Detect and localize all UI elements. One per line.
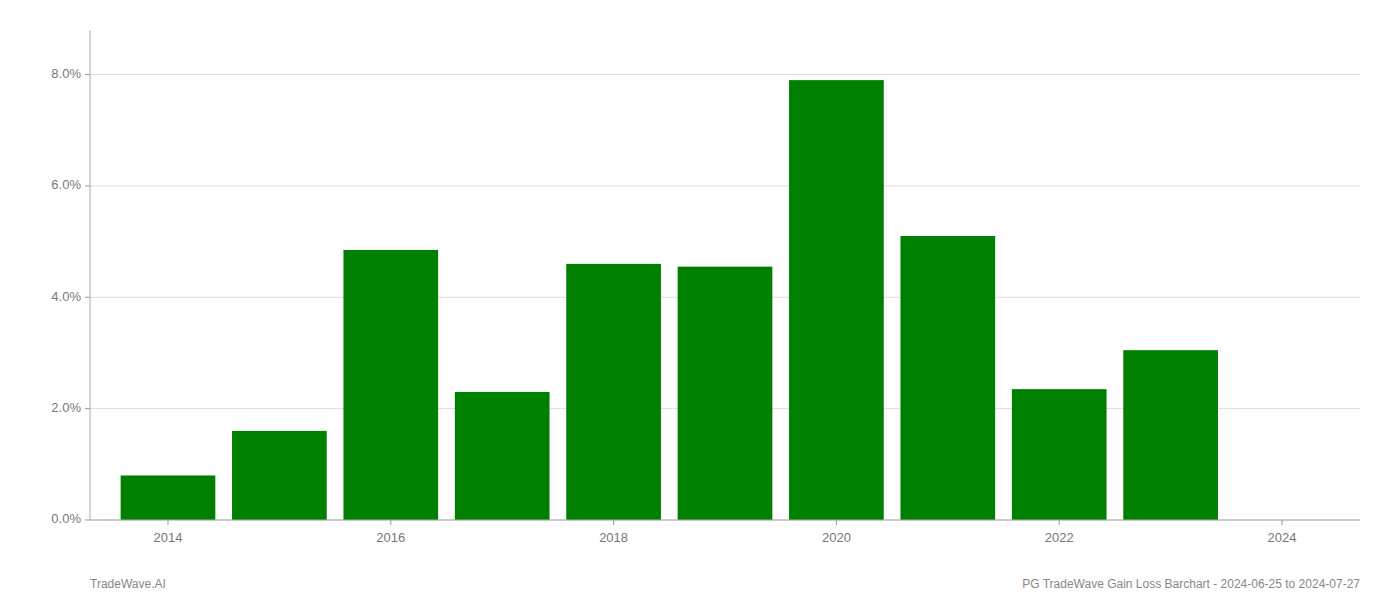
y-tick-label: 2.0% — [51, 400, 81, 415]
x-tick-label: 2014 — [154, 530, 183, 545]
bar — [566, 264, 661, 520]
x-tick-label: 2018 — [599, 530, 628, 545]
annotation: TradeWave.AI — [90, 577, 166, 591]
chart-svg: 0.0% 2.0% 4.0% 6.0% 8.0% 2014 2016 2018 2020 2022… — [0, 0, 1400, 600]
x-tick — [167, 520, 168, 525]
y-tick-label: 0.0% — [51, 511, 81, 526]
y-tick — [85, 408, 90, 409]
y-tick-label: 4.0% — [51, 289, 81, 304]
x-axis-line — [90, 520, 1360, 521]
bar — [232, 431, 327, 520]
bar — [900, 236, 995, 520]
bar — [455, 392, 550, 520]
grid-line — [90, 185, 1360, 186]
y-axis: 0.0% 2.0% 4.0% 6.0% 8.0% — [51, 66, 90, 526]
x-tick-label: 2020 — [822, 530, 851, 545]
bar — [121, 475, 216, 520]
bar — [678, 267, 773, 520]
grid-line — [90, 520, 1360, 521]
x-tick-label: 2016 — [376, 530, 405, 545]
x-tick — [1059, 520, 1060, 525]
axes — [90, 30, 1360, 520]
chart-container: 0.0% 2.0% 4.0% 6.0% 8.0% 2014 2016 2018 2020 2022… — [0, 0, 1400, 600]
y-axis-line — [90, 30, 91, 520]
y-tick — [85, 74, 90, 75]
x-tick — [390, 520, 391, 525]
x-tick — [613, 520, 614, 525]
bar — [1012, 389, 1107, 520]
bar — [789, 80, 884, 520]
annotation: PG TradeWave Gain Loss Barchart - 2024-0… — [1022, 577, 1360, 591]
bar — [343, 250, 438, 520]
y-tick-label: 8.0% — [51, 66, 81, 81]
x-tick — [1282, 520, 1283, 525]
x-tick — [836, 520, 837, 525]
background — [0, 0, 1400, 600]
y-tick — [85, 185, 90, 186]
x-tick-label: 2022 — [1045, 530, 1074, 545]
x-tick-label: 2024 — [1268, 530, 1297, 545]
y-tick — [85, 520, 90, 521]
y-tick-label: 6.0% — [51, 177, 81, 192]
y-grid — [90, 75, 1360, 520]
footer: TradeWave.AI PG TradeWave Gain Loss Barch… — [90, 577, 1360, 591]
bars — [121, 80, 1218, 520]
y-tick — [85, 297, 90, 298]
bar — [1123, 350, 1218, 520]
grid-line — [90, 74, 1360, 75]
x-axis: 2014 2016 2018 2020 2022 2024 — [154, 520, 1297, 545]
